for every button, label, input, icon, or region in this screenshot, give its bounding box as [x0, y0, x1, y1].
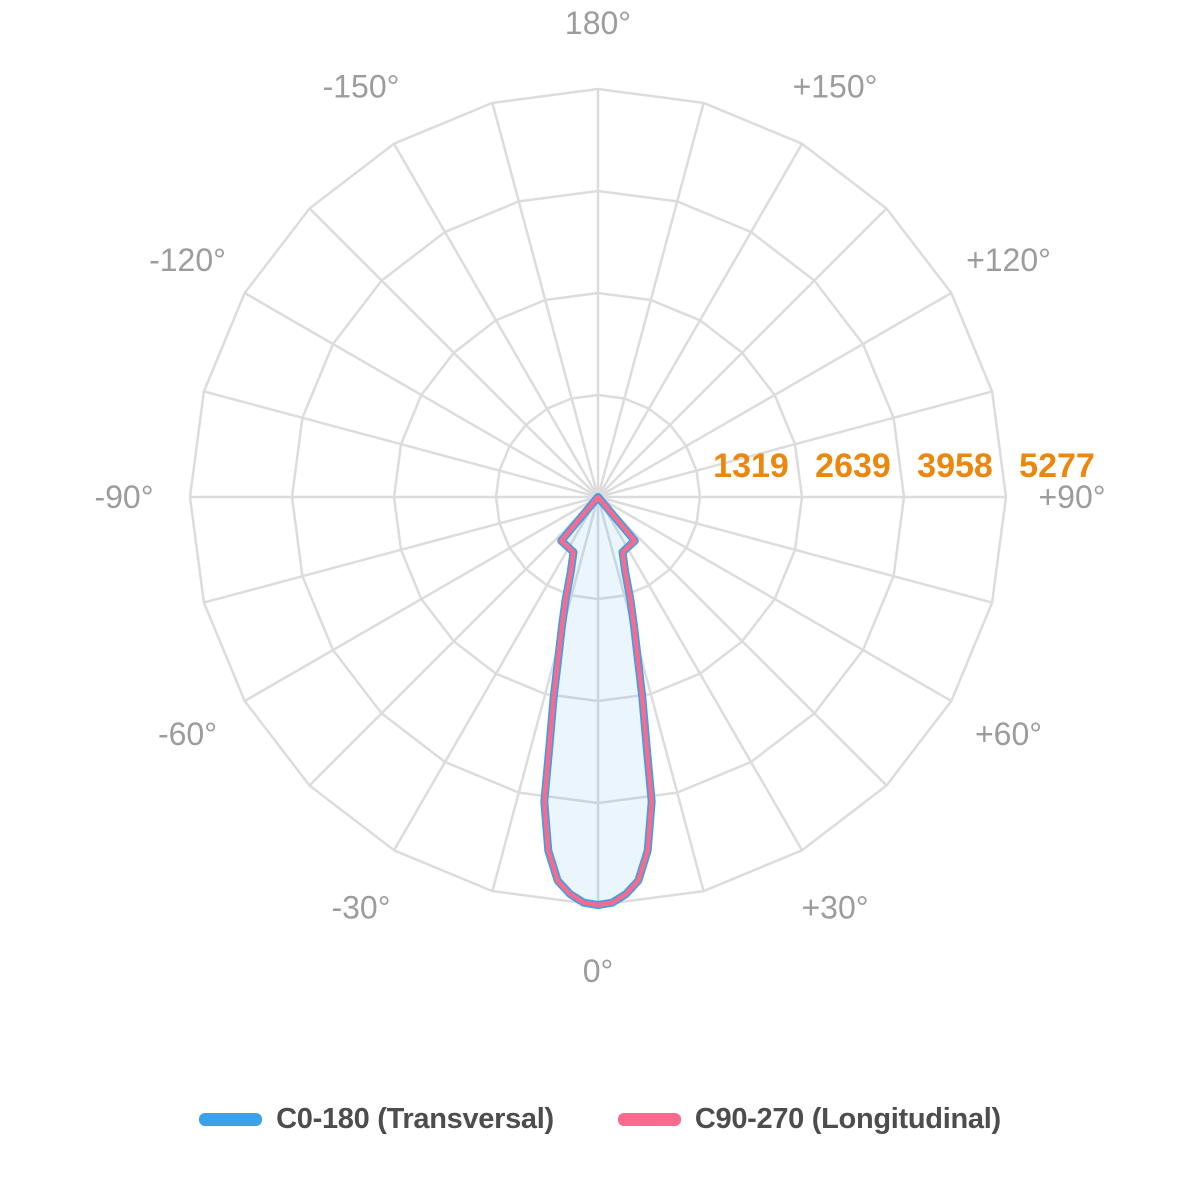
legend-swatch-c90-270-icon: [617, 1112, 681, 1126]
polar-chart: 180° -150° +150° -120° +120° -90° +90° -60° +60°…: [94, 5, 1105, 989]
angle-label: 180°: [565, 5, 631, 41]
legend-item-c90-270[interactable]: C90-270 (Longitudinal): [617, 1102, 1001, 1137]
angle-label: +90°: [1038, 479, 1105, 515]
grid-ring: [494, 393, 702, 601]
angle-label: 0°: [583, 953, 614, 989]
grid-ring: [188, 87, 1008, 907]
angle-label: +30°: [801, 890, 868, 926]
radial-tick-labels: 1319 2639 3958 5277: [713, 447, 1095, 485]
angle-label: -60°: [158, 716, 217, 752]
legend-item-c0-180[interactable]: C0-180 (Transversal): [199, 1102, 554, 1137]
radial-tick-label: 5277: [1019, 447, 1095, 485]
angle-label: -30°: [331, 890, 390, 926]
legend-swatch-c0-180-icon: [199, 1112, 263, 1126]
legend-label-c0-180: C0-180 (Transversal): [276, 1103, 554, 1135]
grid-ring: [392, 291, 804, 703]
intensity-lobe-fill: [544, 497, 652, 905]
grid-ring: [290, 189, 906, 805]
angle-label: +120°: [966, 242, 1051, 278]
radial-tick-label: 2639: [815, 447, 891, 485]
angle-label: -150°: [323, 69, 400, 105]
series-c90-270-curve: [542, 494, 654, 908]
angle-label: -120°: [149, 242, 226, 278]
legend: C0-180 (Transversal) C90-270 (Longitudin…: [0, 1102, 1200, 1137]
legend-label-c90-270: C90-270 (Longitudinal): [694, 1103, 1001, 1135]
angle-label: -90°: [94, 479, 153, 515]
angle-label: +150°: [793, 69, 878, 105]
angle-label: +60°: [975, 716, 1042, 752]
radial-tick-label: 3958: [917, 447, 993, 485]
radial-tick-label: 1319: [713, 447, 789, 485]
polar-grid: [188, 87, 1008, 907]
angle-labels: 180° -150° +150° -120° +120° -90° +90° -60° +60°…: [94, 5, 1105, 989]
